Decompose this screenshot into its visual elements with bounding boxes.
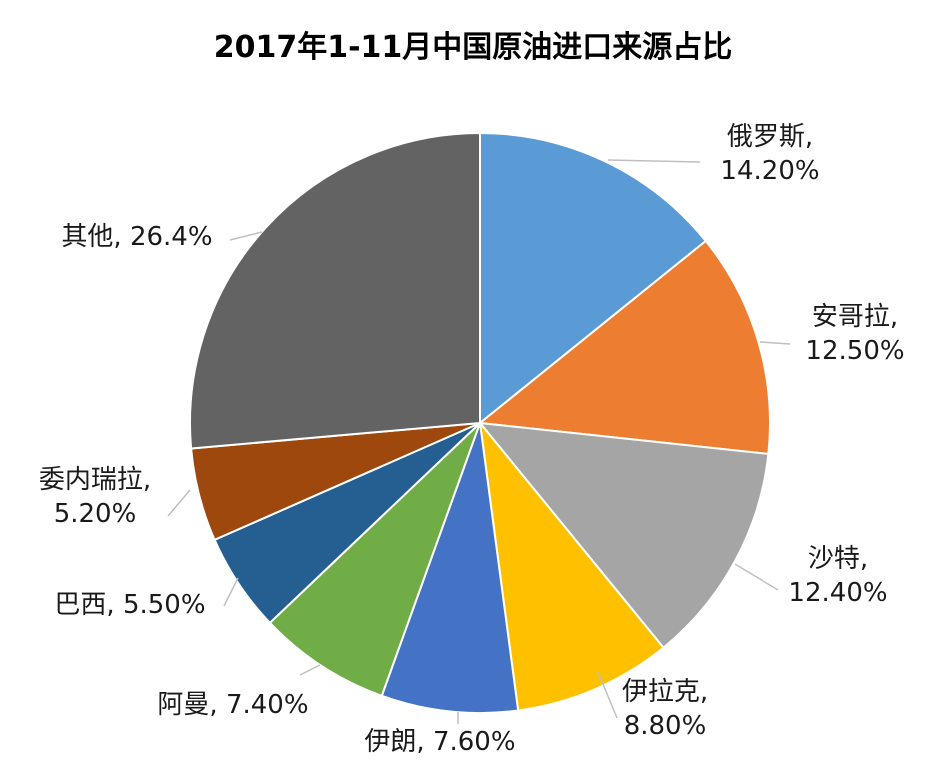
slice-label-line: 5.20% bbox=[54, 499, 137, 529]
pie-slice-9 bbox=[189, 131, 481, 450]
pie-slice-6 bbox=[268, 422, 481, 698]
slice-label-line: 俄罗斯, bbox=[727, 122, 813, 152]
pie-slice-2 bbox=[477, 239, 771, 456]
slice-label-line: 巴西, 5.50% bbox=[54, 590, 205, 620]
slice-label-line: 12.40% bbox=[788, 578, 887, 608]
pie-slice-1 bbox=[479, 131, 708, 426]
slice-label-line: 伊拉克, bbox=[622, 677, 708, 707]
leader-line-6 bbox=[299, 664, 321, 676]
slice-label-8: 委内瑞拉, 5.20% bbox=[39, 465, 151, 529]
pie-slice-3 bbox=[477, 421, 770, 650]
chart-title: 2017年1-11月中国原油进口来源占比 bbox=[213, 30, 733, 65]
slice-label-6: 阿曼, 7.40% bbox=[157, 690, 308, 720]
leader-line-9 bbox=[229, 231, 263, 241]
slice-label-line: 8.80% bbox=[624, 711, 707, 741]
slice-label-line: 其他, 26.4% bbox=[61, 222, 212, 252]
slice-label-7: 巴西, 5.50% bbox=[54, 590, 205, 620]
slice-label-line: 12.50% bbox=[805, 336, 904, 366]
slice-label-3: 沙特, 12.40% bbox=[788, 544, 887, 608]
slice-label-4: 伊拉克, 8.80% bbox=[622, 677, 708, 741]
slice-label-5: 伊朗, 7.60% bbox=[364, 727, 515, 757]
pie-slice-5 bbox=[380, 422, 520, 714]
slice-label-line: 沙特, bbox=[808, 544, 868, 574]
slice-label-line: 安哥拉, bbox=[812, 302, 898, 332]
slice-label-line: 委内瑞拉, bbox=[39, 465, 151, 495]
leader-line-4 bbox=[597, 671, 618, 719]
slice-label-1: 俄罗斯, 14.20% bbox=[720, 122, 819, 186]
slice-label-2: 安哥拉, 12.50% bbox=[805, 302, 904, 366]
leader-line-1 bbox=[607, 159, 701, 163]
leader-line-7 bbox=[223, 577, 239, 607]
slice-label-9: 其他, 26.4% bbox=[61, 222, 212, 252]
pie-slice-4 bbox=[478, 419, 665, 712]
slice-label-line: 伊朗, 7.60% bbox=[364, 727, 515, 757]
leader-line-8 bbox=[167, 489, 191, 517]
slice-label-line: 阿曼, 7.40% bbox=[157, 690, 308, 720]
leader-line-3 bbox=[734, 563, 779, 591]
slice-label-line: 14.20% bbox=[720, 156, 819, 186]
leader-line-2 bbox=[759, 341, 791, 345]
